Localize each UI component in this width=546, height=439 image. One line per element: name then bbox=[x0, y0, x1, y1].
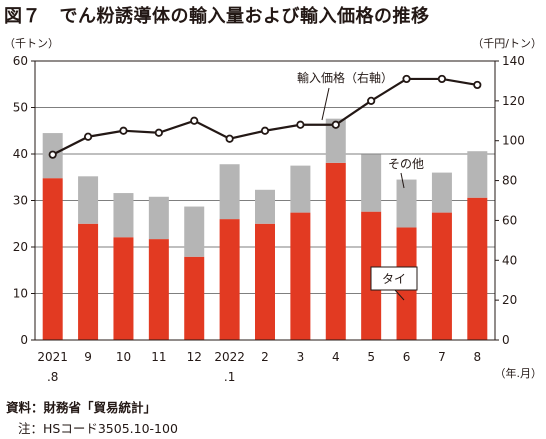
thai-label: タイ bbox=[382, 272, 406, 286]
left-tick-label: 30 bbox=[13, 194, 28, 208]
x-tick-label: 3 bbox=[297, 350, 305, 364]
x-tick-label: 7 bbox=[438, 350, 446, 364]
thai-label-box bbox=[370, 266, 418, 291]
x-tick-label: 8 bbox=[473, 350, 481, 364]
bar-thai bbox=[184, 256, 205, 340]
x-tick-label-sub: .1 bbox=[224, 370, 235, 384]
x-tick-label: 2021 bbox=[37, 350, 68, 364]
x-tick-label: 10 bbox=[116, 350, 131, 364]
bar-other bbox=[148, 196, 169, 240]
chart: 0 10 20 30 40 50 60 0 20 40 60 80 100 120 140 （千トン） （千円/… bbox=[4, 37, 543, 384]
bar-thai bbox=[431, 212, 452, 340]
right-tick-label: 100 bbox=[502, 134, 525, 148]
left-tick-label: 60 bbox=[13, 54, 28, 68]
bar-other bbox=[184, 206, 205, 257]
left-tick-label: 0 bbox=[20, 333, 28, 347]
bar-other bbox=[290, 165, 311, 213]
right-tick-label: 120 bbox=[502, 94, 525, 108]
x-tick-label: 2 bbox=[261, 350, 269, 364]
left-tick-label: 50 bbox=[13, 101, 28, 115]
thai-label-leader bbox=[394, 289, 405, 301]
price-point bbox=[402, 74, 411, 84]
price-point bbox=[331, 120, 340, 129]
x-tick-label: 12 bbox=[187, 350, 202, 364]
right-tick-label: 60 bbox=[502, 213, 517, 227]
bar-thai bbox=[325, 162, 346, 340]
right-tick-label: 140 bbox=[502, 54, 525, 68]
left-tick-label: 10 bbox=[13, 287, 28, 301]
bar-other bbox=[396, 179, 417, 228]
figure-title: 図７ でん粉誘導体の輸入量および輸入価格の推移 bbox=[4, 6, 430, 27]
price-point bbox=[48, 150, 57, 159]
bar-thai bbox=[290, 212, 311, 340]
price-point bbox=[190, 116, 199, 125]
other-label-leader bbox=[400, 172, 405, 189]
right-tick-label: 40 bbox=[502, 253, 517, 267]
price-label-leader bbox=[321, 87, 330, 121]
bar-thai bbox=[255, 223, 275, 340]
bar-thai bbox=[467, 197, 488, 340]
bar-thai bbox=[78, 223, 99, 340]
price-line-label: 輸入価格（右軸） bbox=[297, 70, 393, 85]
price-point bbox=[473, 80, 482, 90]
left-axis-unit: （千トン） bbox=[4, 37, 59, 50]
right-tick-label: 20 bbox=[502, 293, 517, 307]
price-point bbox=[260, 126, 270, 135]
bar-thai bbox=[113, 237, 134, 340]
bar-other bbox=[78, 176, 99, 224]
price-point bbox=[83, 132, 93, 141]
x-tick-label: 9 bbox=[84, 350, 92, 364]
x-tick-label: 5 bbox=[367, 350, 375, 364]
price-line bbox=[52, 77, 478, 156]
x-tick-label: 4 bbox=[332, 350, 340, 364]
x-tick-label: 11 bbox=[151, 350, 166, 364]
x-tick-label: 6 bbox=[403, 350, 411, 364]
hs-code-note: 注：HSコード3505.10-100 bbox=[18, 421, 178, 436]
price-point bbox=[367, 96, 376, 105]
left-tick-label: 40 bbox=[13, 147, 28, 161]
bar-other bbox=[219, 164, 240, 220]
x-tick-label-sub: .8 bbox=[47, 370, 58, 384]
price-point bbox=[119, 126, 128, 135]
bar-other bbox=[361, 154, 382, 212]
other-label: その他 bbox=[388, 157, 424, 171]
x-tick-label: 2022 bbox=[214, 350, 245, 364]
price-point bbox=[154, 128, 163, 137]
bar-thai bbox=[42, 178, 63, 340]
price-point bbox=[296, 120, 305, 129]
bar-other bbox=[113, 193, 134, 238]
bar-thai bbox=[219, 219, 240, 340]
price-point bbox=[437, 74, 447, 84]
bar-thai bbox=[148, 239, 169, 340]
left-tick-label: 20 bbox=[13, 240, 28, 254]
bar-other bbox=[431, 172, 452, 213]
right-tick-label: 80 bbox=[502, 174, 517, 188]
bar-other bbox=[255, 189, 275, 224]
source-note: 資料：財務省「貿易統計」 bbox=[6, 400, 157, 415]
price-point bbox=[225, 134, 234, 143]
right-axis-unit: （千円/トン） bbox=[472, 37, 542, 50]
bar-other bbox=[467, 151, 488, 198]
bar-other bbox=[325, 118, 346, 163]
right-tick-label: 0 bbox=[502, 333, 510, 347]
x-axis-unit: （年.月） bbox=[495, 366, 543, 380]
